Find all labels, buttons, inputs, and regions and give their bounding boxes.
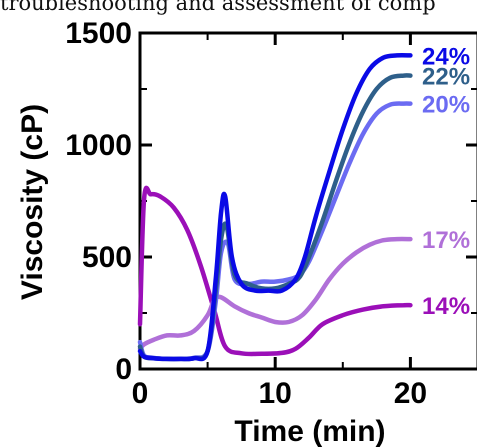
x-tick-label: 0 (132, 377, 149, 410)
caption-fragment: troubleshooting and assessment of comp (0, 0, 436, 15)
y-tick-label: 1000 (65, 129, 132, 162)
series-label-14-percent: 14% (422, 293, 470, 320)
x-tick-label: 20 (394, 377, 427, 410)
series-line-14-percent (137, 185, 413, 357)
x-tick-label: 10 (259, 377, 292, 410)
y-axis-label: Viscosity (cP) (16, 104, 49, 300)
labels-layer: 14% 17% 20%22%24% (422, 43, 470, 320)
y-tick-label: 0 (115, 353, 132, 386)
series-label-24-percent: 24% (422, 43, 470, 70)
series-label-22-percent: 22% (422, 64, 470, 91)
axis-ticks: 0 10 20 0 500 1000 1500 (65, 17, 477, 410)
y-tick-label: 1500 (65, 17, 132, 50)
series-line-24-percent (137, 52, 413, 362)
series-line-17-percent (137, 236, 413, 352)
series-layer (137, 52, 413, 362)
y-tick-label: 500 (82, 241, 132, 274)
series-label-20-percent: 20% (422, 92, 470, 119)
x-axis-label: Time (min) (234, 415, 385, 448)
series-label-17-percent: 17% (422, 227, 470, 254)
